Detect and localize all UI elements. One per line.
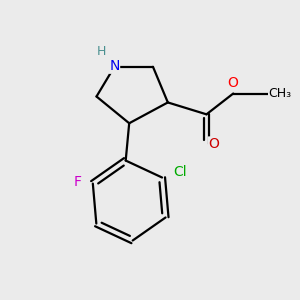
Text: N: N	[109, 59, 119, 73]
Text: CH₃: CH₃	[268, 87, 292, 100]
Text: O: O	[208, 137, 219, 151]
Text: Cl: Cl	[173, 165, 187, 178]
Text: H: H	[97, 45, 106, 58]
Text: O: O	[227, 76, 238, 90]
Text: F: F	[74, 175, 82, 189]
